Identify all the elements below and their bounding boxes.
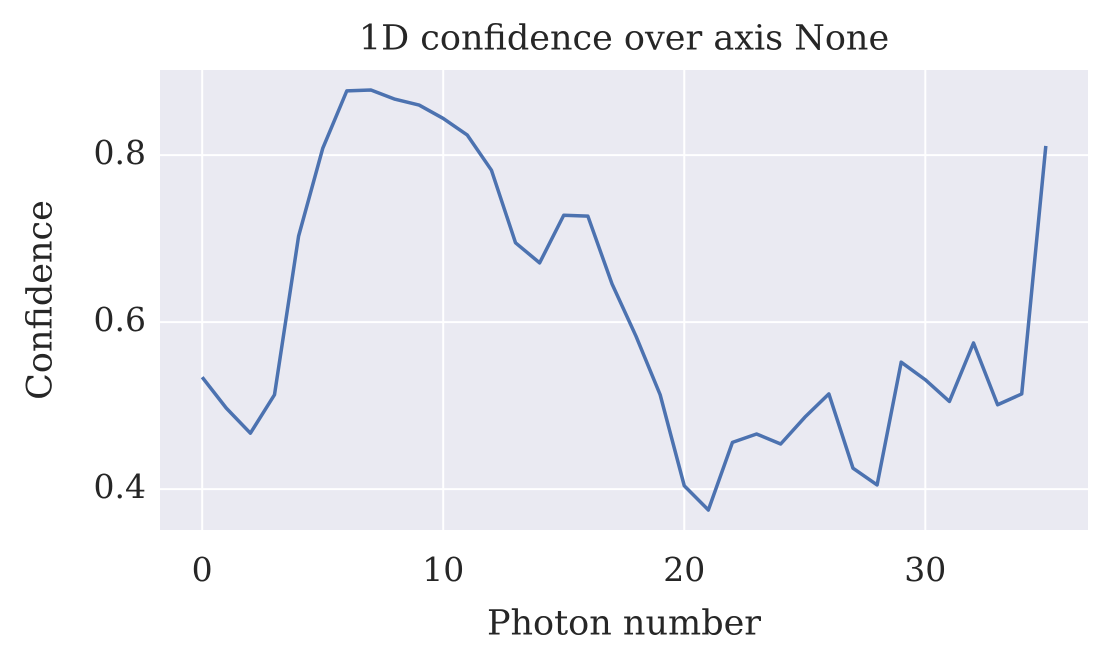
chart-title: 1D confidence over axis None	[359, 19, 889, 59]
data-line	[200, 88, 1048, 512]
x-tick-label: 20	[663, 550, 705, 589]
y-tick-label: 0.8	[94, 133, 146, 172]
x-tick-label: 0	[192, 550, 213, 589]
y-tick-label: 0.4	[94, 467, 146, 506]
x-tick-label: 10	[422, 550, 464, 589]
x-tick-label: 30	[904, 550, 946, 589]
x-axis-label: Photon number	[487, 604, 761, 644]
y-tick-label: 0.6	[94, 300, 146, 339]
plot-area	[160, 70, 1088, 530]
y-axis-label: Confidence	[21, 200, 61, 400]
